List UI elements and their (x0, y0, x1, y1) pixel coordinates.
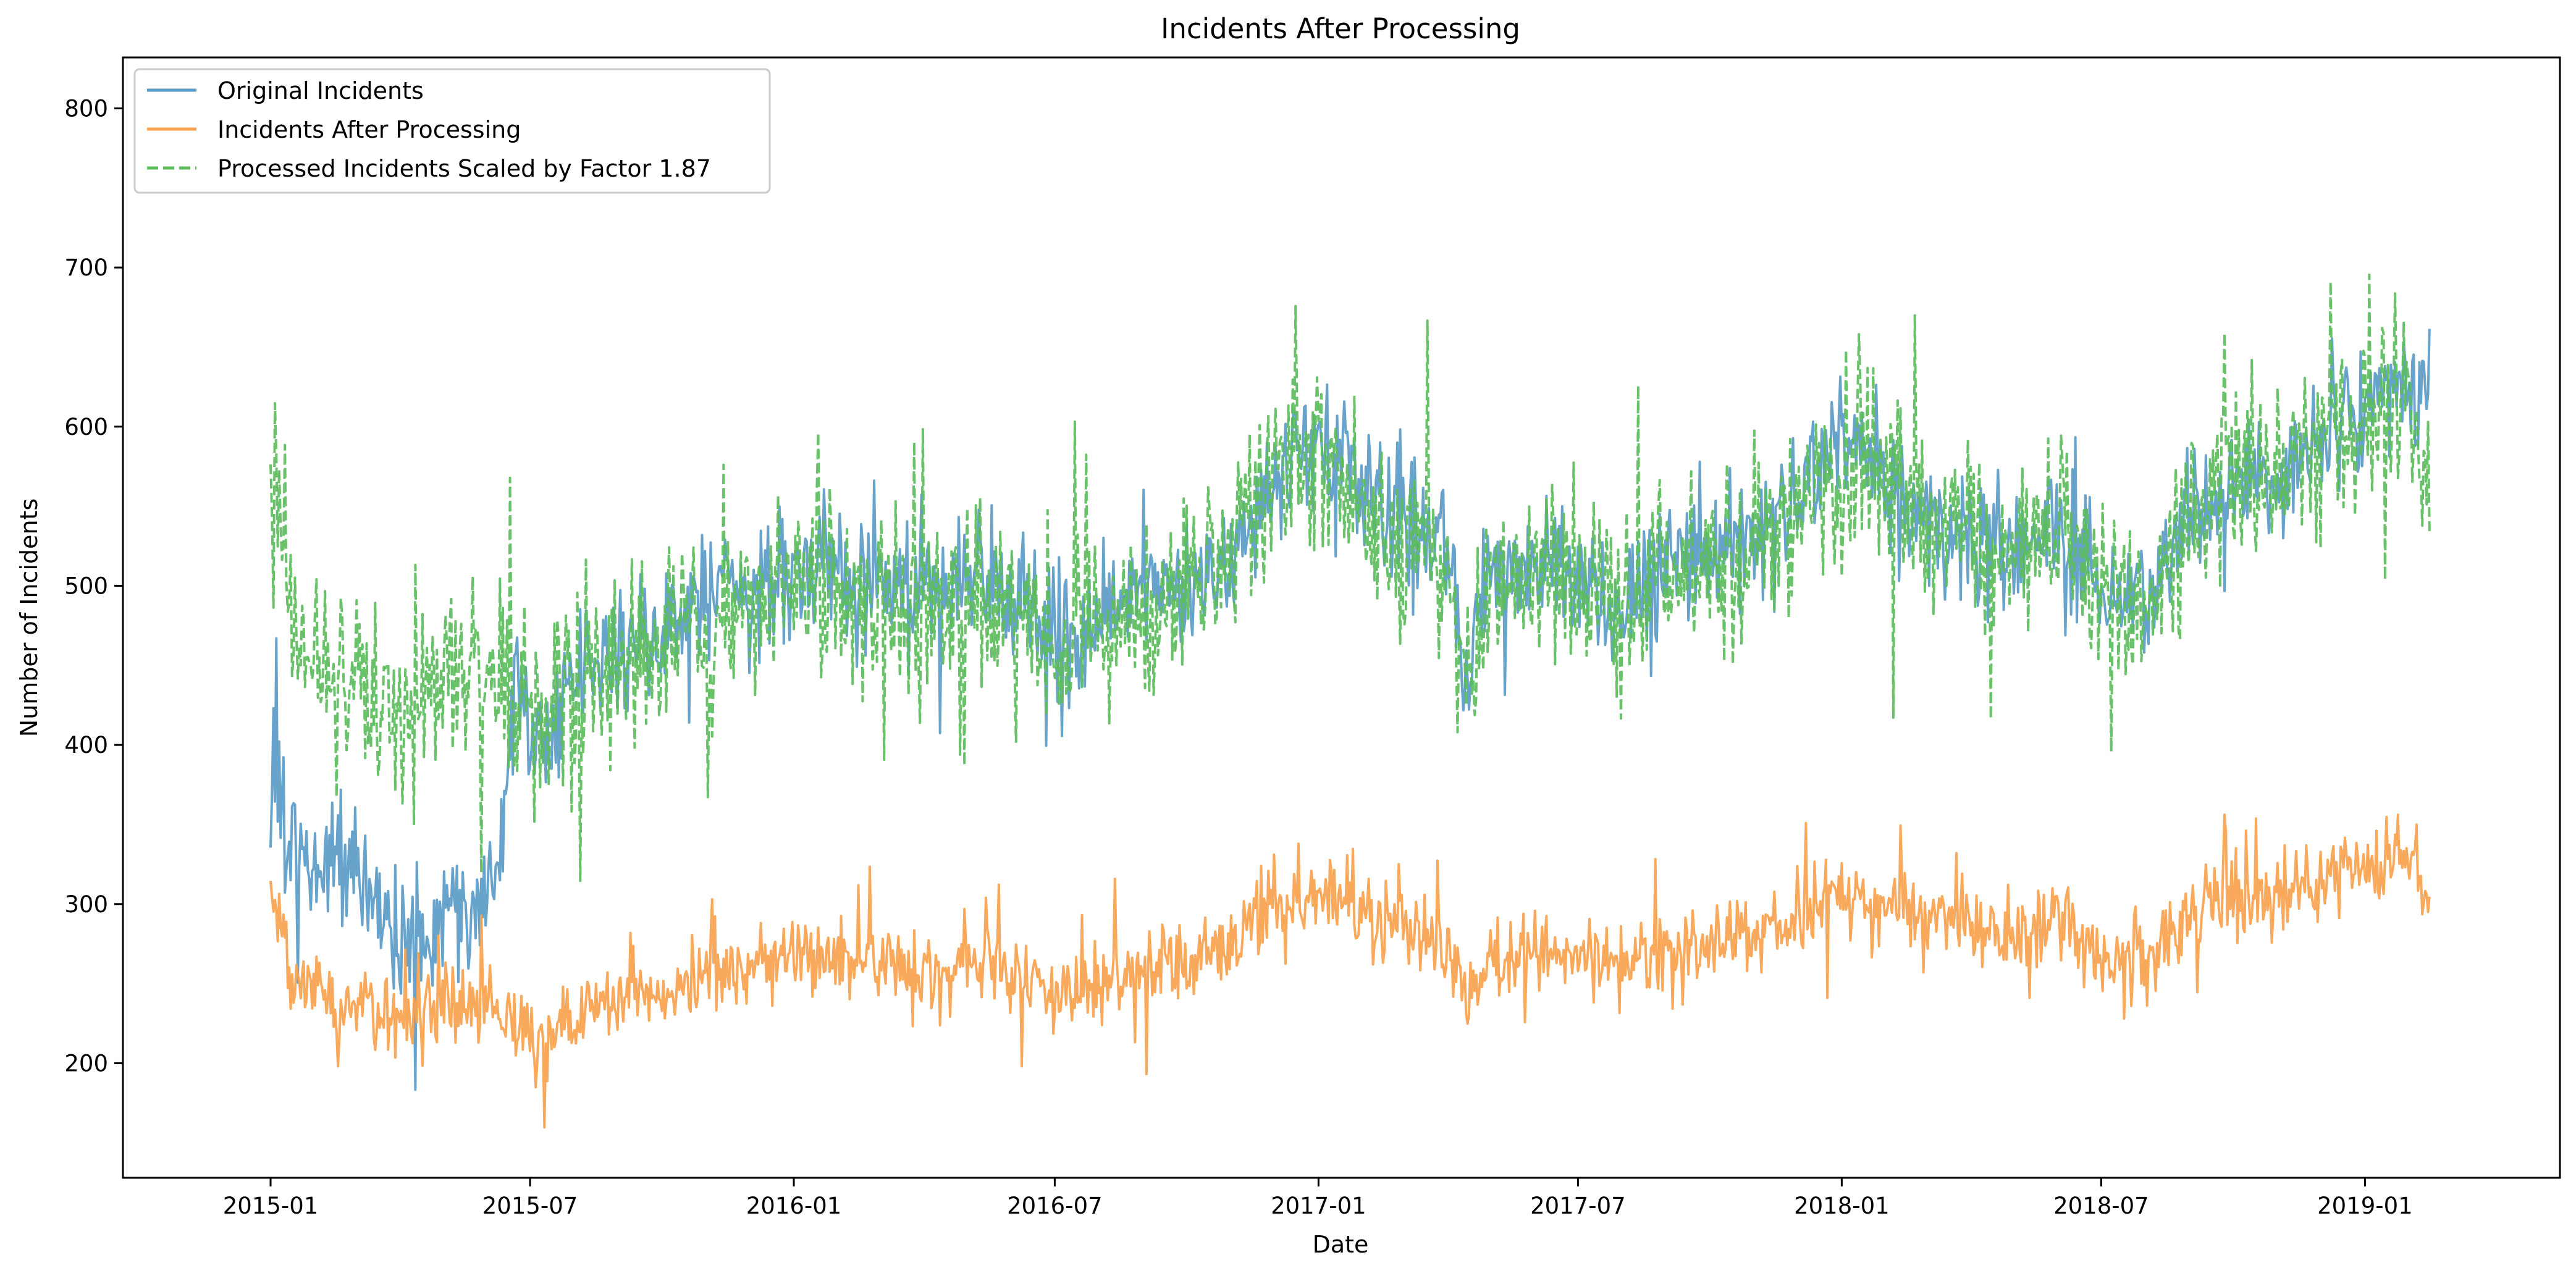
legend-label-scaled: Processed Incidents Scaled by Factor 1.8… (217, 155, 711, 182)
x-tick-label: 2019-01 (2317, 1193, 2413, 1219)
y-tick-label: 300 (64, 891, 108, 918)
x-tick-label: 2015-01 (223, 1193, 319, 1219)
x-tick-label: 2015-07 (482, 1193, 578, 1219)
legend-label-processed: Incidents After Processing (217, 116, 521, 143)
x-tick-label: 2017-07 (1530, 1193, 1626, 1219)
legend-label-original: Original Incidents (217, 77, 424, 104)
y-tick-label: 800 (64, 95, 108, 122)
x-tick-label: 2018-01 (1794, 1193, 1890, 1219)
series-layer (269, 273, 2431, 1129)
x-tick-label: 2016-01 (746, 1193, 842, 1219)
legend: Original Incidents Incidents After Proce… (133, 68, 771, 194)
series-line-scaled-incidents (269, 273, 2431, 883)
y-axis: 200 300 400 500 600 700 800 (64, 95, 123, 1077)
chart-title: Incidents After Processing (1161, 12, 1520, 45)
plot-frame (122, 56, 2561, 1179)
legend-frame (133, 68, 771, 194)
x-axis-label: Date (1313, 1231, 1369, 1258)
y-tick-label: 500 (64, 573, 108, 599)
y-tick-label: 700 (64, 254, 108, 281)
x-tick-label: 2018-07 (2053, 1193, 2149, 1219)
y-axis-label: Number of Incidents (15, 498, 43, 737)
x-axis: 2015-01 2015-07 2016-01 2016-07 2017-01 2017-… (223, 1178, 2413, 1219)
y-tick-label: 600 (64, 414, 108, 440)
x-tick-label: 2016-07 (1007, 1193, 1103, 1219)
y-tick-label: 400 (64, 732, 108, 758)
series-line-incidents-after-processing (269, 813, 2431, 1129)
x-tick-label: 2017-01 (1271, 1193, 1366, 1219)
y-tick-label: 200 (64, 1050, 108, 1077)
